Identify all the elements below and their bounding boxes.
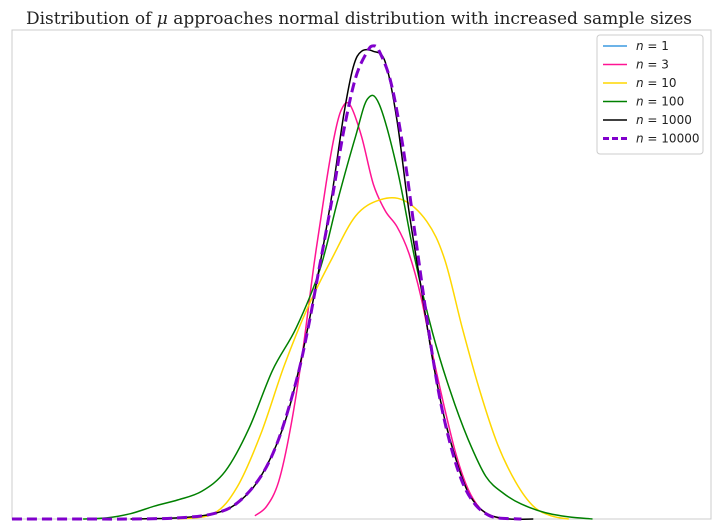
series-line-n-10	[177, 196, 569, 520]
legend-label-n-1: n = 1	[636, 39, 669, 53]
legend: n = 1 n = 3 n = 10 n = 100 n = 1000 n = 10000	[596, 34, 704, 155]
plot-frame	[11, 29, 712, 520]
series-line-n-100	[83, 94, 593, 520]
legend-label-n-10: n = 10	[636, 76, 677, 90]
series-line-n-10000	[12, 44, 522, 521]
legend-label-n-3: n = 3	[636, 58, 669, 72]
legend-label-n-100: n = 100	[636, 95, 684, 109]
chart-title-prefix: Distribution of	[26, 9, 157, 29]
legend-label-n-10000: n = 10000	[636, 132, 699, 146]
chart-title-suffix: approaches normal distribution with incr…	[168, 9, 692, 29]
series-line-n-3	[254, 101, 504, 520]
series-layer	[12, 44, 593, 521]
chart-title-symbol: μ	[157, 9, 168, 29]
legend-label-n-1000: n = 1000	[636, 113, 692, 127]
chart-title: Distribution of μ approaches normal dist…	[26, 9, 692, 29]
